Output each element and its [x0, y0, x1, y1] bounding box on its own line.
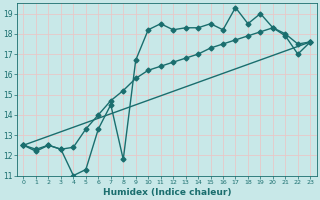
X-axis label: Humidex (Indice chaleur): Humidex (Indice chaleur): [103, 188, 231, 197]
